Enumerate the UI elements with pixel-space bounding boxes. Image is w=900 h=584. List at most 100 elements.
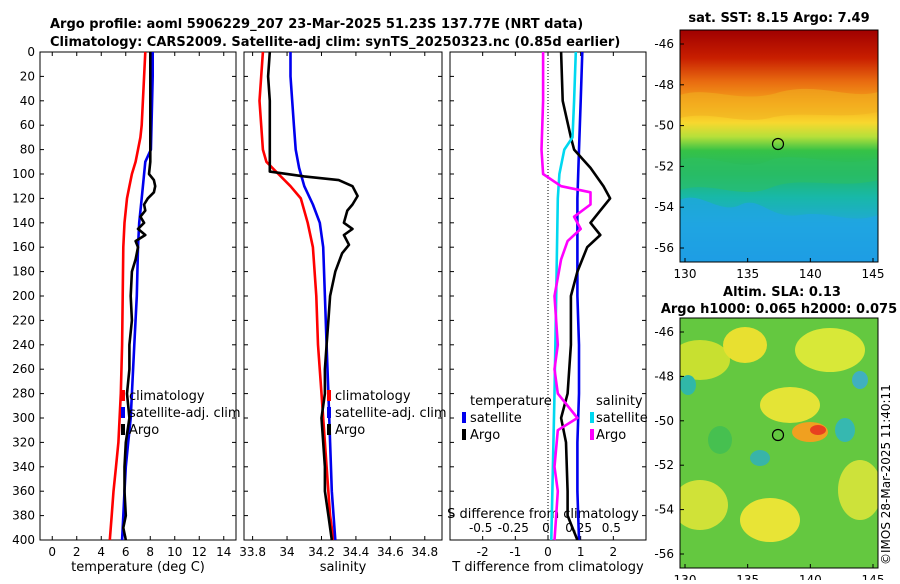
x-tick-label: 2 [73,545,81,559]
series-line-satellite-adj-clim [120,52,154,541]
legend-label: satellite-adj. clim [129,406,241,421]
legend-label: climatology [335,389,411,404]
y-tick-label: 340 [12,460,35,474]
x-tick-label: 2 [610,545,618,559]
legend-label: satellite-adj. clim [335,406,447,421]
legend-swatch [121,407,125,418]
sla-blob [795,328,865,372]
map-x-tick-label: 140 [799,573,822,580]
series-line-t-satellite [576,51,584,541]
salinity-xlabel: salinity [320,560,367,575]
sla-blob [852,371,868,389]
map-y-tick-label: -52 [654,458,674,472]
map-y-tick-label: -52 [654,159,674,173]
x-top-tick-label: -0.5 [469,521,492,535]
map-y-tick-label: -56 [654,241,674,255]
credit-text: ©IMOS 28-Mar-2025 11:40:11 [879,384,893,565]
x-tick-label: 14 [216,545,231,559]
y-tick-label: 320 [12,435,35,449]
legend-title: temperature [470,394,552,409]
legend-swatch [590,412,594,423]
legend-swatch [327,407,331,418]
map-x-tick-label: 130 [674,573,697,580]
map-y-tick-label: -50 [654,119,674,133]
x-tick-label: 34.4 [343,545,370,559]
legend-title: salinity [596,394,643,409]
legend-label: Argo [470,428,500,443]
x-tick-label: 34 [279,545,294,559]
difference-panel: T difference from climatology S differen… [447,51,647,575]
x-tick-label: 10 [167,545,182,559]
sst-warm-band [680,88,878,120]
x-tick-label: 4 [97,545,105,559]
legend-swatch [327,424,331,435]
legend-swatch [462,412,466,423]
sst-cold-patch [680,197,878,262]
y-tick-label: 280 [12,387,35,401]
legend-label: Argo [129,423,159,438]
y-tick-label: 40 [20,94,35,108]
map-y-tick-label: -46 [654,325,674,339]
x-tick-label: 0 [48,545,56,559]
map-y-tick-label: -50 [654,414,674,428]
salinity-panel: salinity [243,51,443,575]
y-tick-label: 180 [12,265,35,279]
y-tick-label: 240 [12,338,35,352]
sla-blob [680,340,730,380]
series-line-s-argo [540,52,592,541]
sla-argo-marker [771,428,785,442]
temperature-xlabel: temperature (deg C) [71,560,205,575]
sla-blob [708,426,732,454]
x-tick-label: 34.8 [411,545,438,559]
difference-xlabel: T difference from climatology [451,560,644,575]
y-tick-label: 20 [20,69,35,83]
sla-blob [835,418,855,442]
map-x-tick-label: 145 [862,267,885,281]
sla-map-panel: Altim. SLA: 0.13 Argo h1000: 0.065 h2000… [654,285,897,584]
map-x-tick-label: 135 [736,267,759,281]
map-y-tick-label: -48 [654,78,674,92]
sla-blob [680,480,728,530]
x-tick-label: 34.6 [377,545,404,559]
sst-map-title: sat. SST: 8.15 Argo: 7.49 [688,11,869,26]
y-tick-label: 0 [27,45,35,59]
difference-xlabel-top: S difference from climatology [447,507,639,522]
series-line-s-satellite [550,51,578,541]
sla-map-subtitle: Argo h1000: 0.065 h2000: 0.075 [661,302,897,317]
y-tick-label: 260 [12,362,35,376]
sla-blob [740,498,800,542]
y-tick-label: 60 [20,118,35,132]
map-x-tick-label: 140 [799,267,822,281]
y-tick-label: 140 [12,216,35,230]
legend-label: climatology [129,389,205,404]
series-line-climatology [108,51,147,541]
sla-blob [680,375,696,395]
map-y-tick-label: -46 [654,37,674,51]
sst-map-panel: sat. SST: 8.15 Argo: 7.49 130 135 140 145 -4… [654,11,884,281]
sst-argo-marker [771,137,785,151]
series-line-argo [266,51,359,541]
legend-label: satellite [596,411,648,426]
x-top-tick-label: -0.25 [498,521,529,535]
x-tick-label: 12 [192,545,207,559]
sla-blob [838,460,878,520]
y-tick-label: 400 [12,533,35,547]
map-x-tick-label: 145 [862,573,885,580]
figure-title-line2: Climatology: CARS2009. Satellite-adj cli… [50,35,620,50]
sla-blob [750,450,770,466]
x-top-tick-label: 0.5 [602,521,621,535]
map-y-tick-label: -48 [654,369,674,383]
map-y-tick-label: -54 [654,200,674,214]
sla-blob [810,425,826,435]
y-tick-label: 80 [20,143,35,157]
series-line-climatology [258,51,335,541]
x-tick-label: 6 [122,545,130,559]
map-x-tick-label: 130 [674,267,697,281]
y-tick-label: 220 [12,313,35,327]
legend-label: Argo [335,423,365,438]
sla-blob [760,387,820,423]
x-top-tick-label: 0 [542,521,550,535]
legend-label: satellite [470,411,522,426]
y-tick-label: 360 [12,484,35,498]
x-tick-label: 0 [544,545,552,559]
